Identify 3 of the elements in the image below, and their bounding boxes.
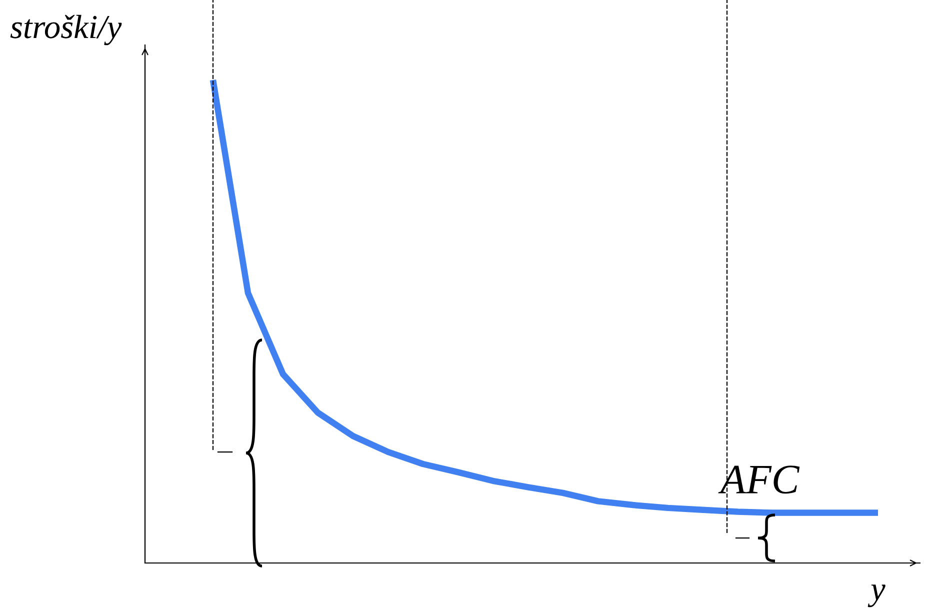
x-axis-title: y	[868, 584, 886, 608]
series-label: AFC	[718, 466, 800, 494]
y-axis-title: stroški/y	[10, 14, 122, 46]
